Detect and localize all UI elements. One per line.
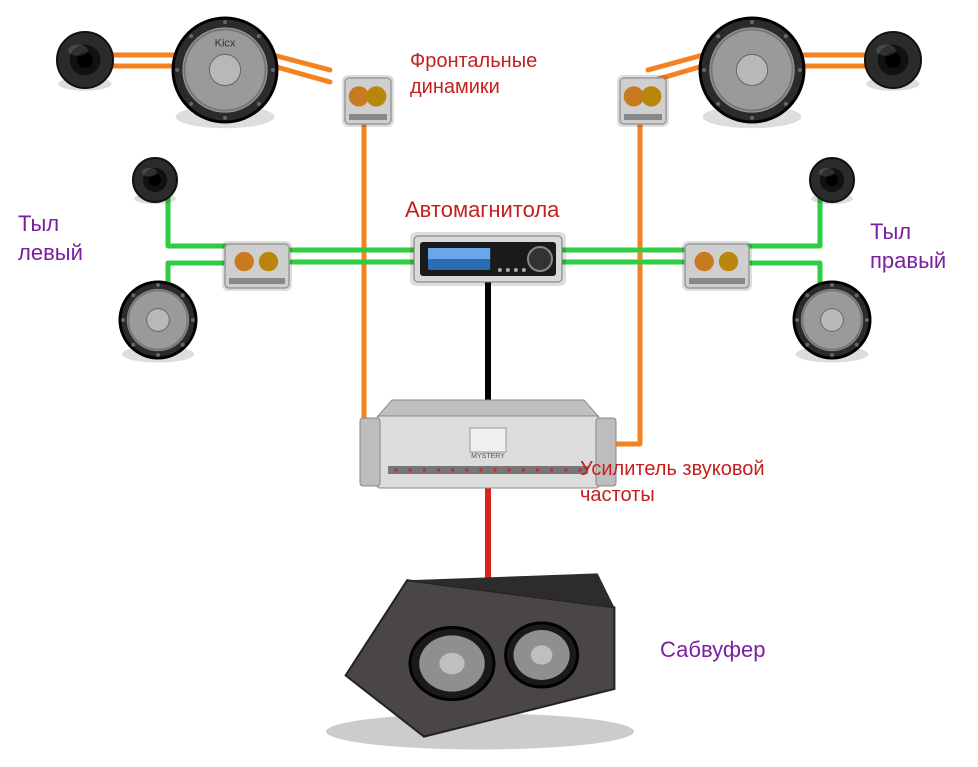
crossover xyxy=(617,75,669,127)
woofer xyxy=(120,282,196,363)
tweeter-small xyxy=(810,158,854,204)
woofer xyxy=(794,282,870,363)
label-rear_left: Тыл левый xyxy=(18,210,83,267)
subwoofer xyxy=(326,573,634,749)
tweeter xyxy=(865,32,921,91)
label-head: Автомагнитола xyxy=(405,196,559,225)
crossover xyxy=(682,241,752,291)
woofer: Kicx xyxy=(173,18,277,128)
head-unit xyxy=(410,232,566,286)
tweeter xyxy=(57,32,113,91)
label-front: Фронтальные динамики xyxy=(410,48,537,100)
tweeter-small xyxy=(133,158,177,204)
amplifier: MYSTERY xyxy=(360,400,616,488)
label-sub: Сабвуфер xyxy=(660,636,766,665)
crossover xyxy=(222,241,292,291)
crossover xyxy=(342,75,394,127)
diagram-stage: Kicx MYSTERY Фронтальные динамики Автомагн… xyxy=(0,0,978,767)
woofer-brand: Kicx xyxy=(215,38,236,50)
component-layer: Kicx MYSTERY xyxy=(0,0,978,767)
woofer xyxy=(700,18,804,128)
label-rear_right: Тыл правый xyxy=(870,218,946,275)
svg-text:MYSTERY: MYSTERY xyxy=(471,453,505,460)
label-amp: Усилитель звуковой частоты xyxy=(580,456,765,508)
